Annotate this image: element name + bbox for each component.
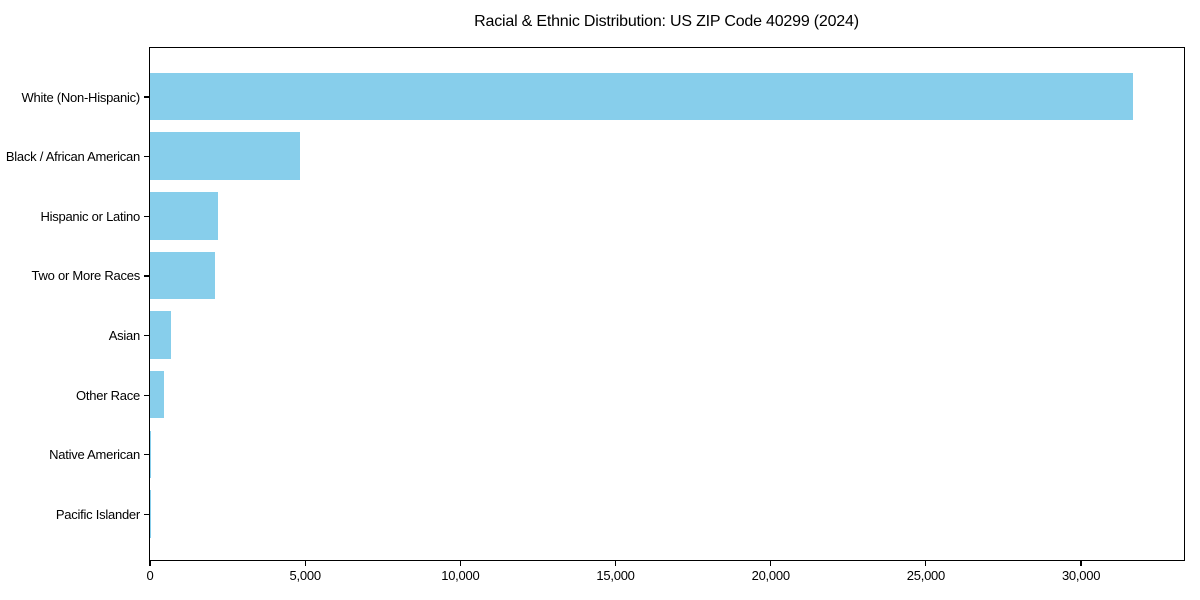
y-axis-tick [144,96,149,98]
x-axis-tick-label: 0 [146,568,154,583]
y-axis-tick [144,513,149,516]
x-axis-tick [770,561,772,566]
bar [149,251,215,300]
category-label: Hispanic or Latino [40,208,140,224]
category-label: Native American [49,447,140,463]
x-axis-tick [614,561,617,566]
category-label: Pacific Islander [55,506,140,522]
x-axis-tick [925,561,927,566]
x-axis-tick-label: 25,000 [906,568,946,583]
category-label: Black / African American [5,149,140,165]
bar [149,311,172,359]
bar [149,370,164,419]
y-axis-tick [144,334,149,337]
chart-title: Racial & Ethnic Distribution: US ZIP Cod… [474,13,859,30]
category-label: Asian [108,328,141,344]
y-axis-tick [144,275,149,277]
x-axis-tick [459,561,461,566]
category-label: Other Race [76,387,140,403]
plot-area [148,47,1185,561]
y-axis-tick [144,215,149,217]
x-axis-tick-label: 10,000 [441,568,480,583]
x-axis-tick [304,561,306,566]
x-axis-tick-label: 5,000 [289,568,322,583]
y-axis-tick [144,156,149,158]
x-axis-tick [149,561,151,566]
y-axis-tick [144,454,149,456]
category-label: Two or More Races [31,268,141,284]
category-label: White (Non-Hispanic) [21,89,140,105]
bar [149,72,1134,121]
bar [149,430,152,479]
y-axis-tick [144,394,149,396]
x-axis-tick-label: 20,000 [751,568,791,583]
x-axis-tick-label: 15,000 [596,568,635,583]
bar [149,132,301,180]
bar [149,192,218,240]
x-axis-tick-label: 30,000 [1061,568,1101,583]
x-axis-tick [1080,561,1082,566]
